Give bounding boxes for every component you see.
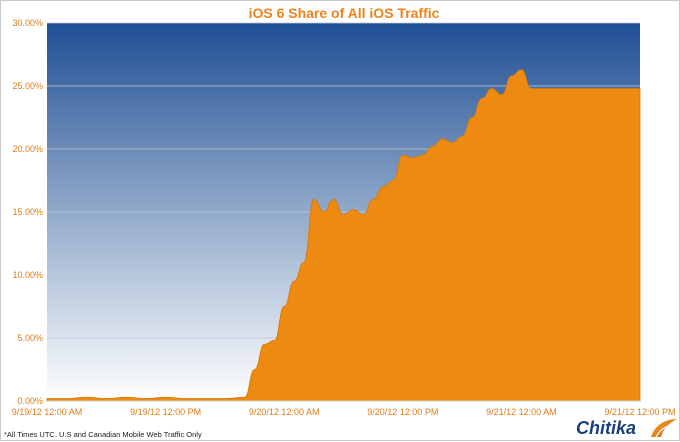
x-tick-label: 9/20/12 12:00 AM bbox=[249, 407, 320, 417]
y-tick-label: 15.00% bbox=[12, 207, 43, 217]
chitika-swoosh-icon bbox=[651, 419, 678, 438]
x-tick-label: 9/19/12 12:00 AM bbox=[12, 407, 83, 417]
y-tick-label: 10.00% bbox=[12, 270, 43, 280]
y-tick-label: 5.00% bbox=[17, 333, 43, 343]
x-axis: 9/19/12 12:00 AM 9/19/12 12:00 PM 9/20/12 … bbox=[12, 400, 676, 417]
y-tick-label: 25.00% bbox=[12, 81, 43, 91]
y-axis: 0.00% 5.00% 10.00% 15.00% 20.00% 25.00% 30.00% bbox=[12, 18, 43, 406]
chart-title: iOS 6 Share of All iOS Traffic bbox=[249, 5, 440, 21]
chitika-logo: Chitika bbox=[576, 418, 678, 438]
series-area-fill bbox=[46, 69, 641, 402]
y-tick-label: 20.00% bbox=[12, 144, 43, 154]
x-tick-label: 9/20/12 12:00 PM bbox=[367, 407, 438, 417]
logo-text: Chitika bbox=[576, 418, 636, 438]
x-tick-label: 9/21/12 12:00 AM bbox=[486, 407, 557, 417]
x-tick-label: 9/19/12 12:00 PM bbox=[130, 407, 201, 417]
y-tick-label: 0.00% bbox=[17, 396, 43, 406]
series-area bbox=[46, 69, 641, 402]
x-tick-label: 9/21/12 12:00 PM bbox=[604, 407, 675, 417]
y-tick-label: 30.00% bbox=[12, 18, 43, 28]
footnote: *All Times UTC. U.S and Canadian Mobile … bbox=[4, 430, 202, 439]
